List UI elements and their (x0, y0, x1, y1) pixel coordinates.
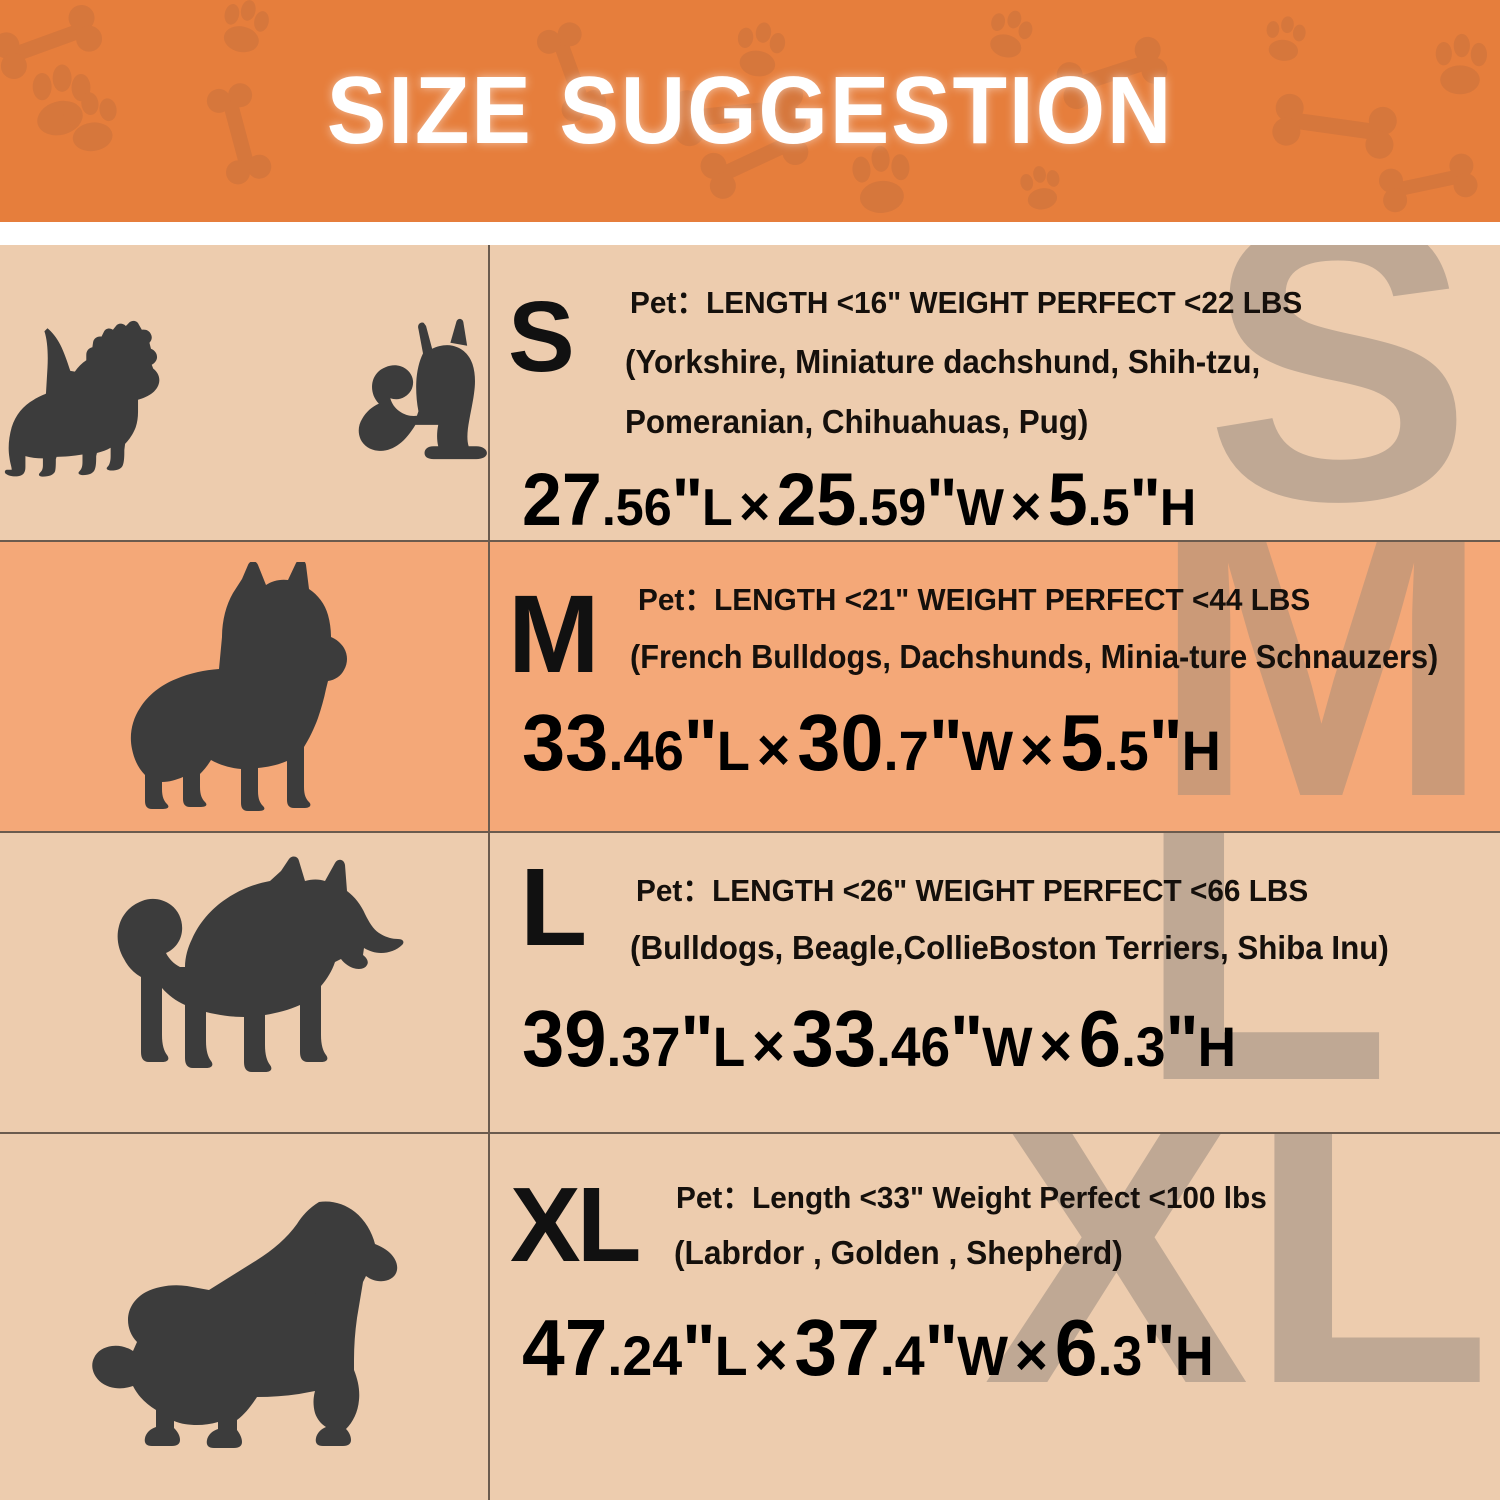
size-table: S S (0, 245, 1500, 1500)
width-unit: W (956, 478, 1004, 536)
table-row: S S (0, 245, 1500, 542)
height-value: 6 (1054, 1303, 1098, 1392)
pet-breeds-line: (Bulldogs, Beagle,CollieBoston Terriers,… (630, 929, 1389, 966)
height-unit: H (1159, 478, 1197, 536)
multiply-sign: × (754, 1321, 788, 1388)
height-value: 5 (1047, 458, 1088, 541)
length-value: 39 (522, 994, 607, 1083)
pet-breeds-line: (French Bulldogs, Dachshunds, Minia-ture… (630, 638, 1439, 675)
inch-mark: " (682, 1308, 716, 1391)
table-row: XL XL Pet：Length <33" Weight Perfect <10… (0, 1134, 1500, 1500)
length-fraction: .46 (608, 719, 684, 782)
page-title: SIZE SUGGESTION (326, 57, 1174, 164)
length-value: 33 (522, 698, 609, 787)
header-banner: SIZE SUGGESTION (0, 0, 1500, 222)
width-fraction: .46 (876, 1015, 951, 1078)
width-unit: W (982, 1015, 1033, 1078)
width-unit: W (957, 1324, 1008, 1387)
size-illustration-cell (0, 1134, 490, 1500)
height-fraction: .5 (1087, 478, 1130, 536)
height-fraction: .3 (1097, 1324, 1143, 1387)
length-value: 27 (522, 458, 602, 541)
inch-mark: " (1148, 703, 1183, 786)
french-bulldog-silhouette (130, 561, 347, 811)
width-value: 30 (797, 698, 884, 787)
inch-mark: " (1129, 464, 1161, 540)
length-value: 47 (522, 1303, 608, 1392)
multiply-sign: × (1010, 475, 1042, 537)
table-row: M M Pet：LENGTH <21" WEIGHT PERFECT <44 L… (0, 542, 1500, 833)
width-fraction: .59 (856, 478, 927, 536)
table-row: L L Pet：LENGTH <26" WEIGHT PERFECT <66 L… (0, 833, 1500, 1134)
length-fraction: .37 (606, 1015, 681, 1078)
multiply-sign: × (751, 1012, 785, 1079)
dimensions-line: 33 .46 " L × 30 .7 " W × 5 .5 " H (522, 697, 1221, 789)
height-value: 6 (1078, 994, 1122, 1083)
multiply-sign: × (739, 475, 771, 537)
dimensions-line: 27 .56 " L × 25 .59 " W × 5 .5 " H (522, 457, 1197, 541)
pet-spec-line: Pet：LENGTH <26" WEIGHT PERFECT <66 LBS (636, 873, 1309, 908)
height-value: 5 (1060, 698, 1104, 787)
size-illustration-cell (0, 245, 490, 540)
pet-spec-line: Pet：LENGTH <16" WEIGHT PERFECT <22 LBS (630, 285, 1303, 320)
small-dog-silhouette (4, 320, 160, 477)
size-info-cell: L Pet：LENGTH <26" WEIGHT PERFECT <66 LBS… (490, 833, 1500, 1132)
size-illustration-cell (0, 542, 490, 831)
multiply-sign: × (1019, 716, 1054, 783)
inch-mark: " (1142, 1308, 1176, 1391)
inch-mark: " (950, 999, 983, 1082)
size-label: S (508, 281, 575, 393)
size-info-cell: XL Pet：Length <33" Weight Perfect <100 l… (490, 1134, 1500, 1500)
width-fraction: .7 (883, 719, 929, 782)
length-fraction: .24 (607, 1324, 683, 1387)
size-info-cell: M Pet：LENGTH <21" WEIGHT PERFECT <44 LBS… (490, 542, 1500, 831)
width-fraction: .4 (879, 1324, 925, 1387)
height-fraction: .3 (1121, 1015, 1166, 1078)
multiply-sign: × (756, 716, 791, 783)
height-unit: H (1181, 719, 1221, 782)
width-unit: W (961, 719, 1014, 782)
shiba-inu-silhouette (117, 856, 404, 1072)
paw-bone-pattern (0, 0, 1487, 213)
size-label: L (520, 846, 587, 969)
size-illustration-cell (0, 833, 490, 1132)
inch-mark: " (928, 703, 963, 786)
height-fraction: .5 (1103, 719, 1149, 782)
length-unit: L (712, 1015, 746, 1078)
height-unit: H (1174, 1324, 1214, 1387)
length-unit: L (716, 719, 750, 782)
pet-spec-line: Pet：Length <33" Weight Perfect <100 lbs (676, 1180, 1267, 1215)
pet-breeds-line: Pomeranian, Chihuahuas, Pug) (625, 403, 1089, 440)
inch-mark: " (680, 999, 714, 1082)
inch-mark: " (926, 464, 957, 540)
length-fraction: .56 (601, 478, 672, 536)
size-label: XL (510, 1166, 641, 1284)
inch-mark: " (683, 703, 718, 786)
length-unit: L (702, 478, 733, 536)
cat-silhouette (359, 318, 488, 459)
dimensions-line: 39 .37 " L × 33 .46 " W × 6 .3 " H (522, 993, 1236, 1085)
inch-mark: " (924, 1308, 959, 1391)
inch-mark: " (1165, 999, 1198, 1082)
golden-retriever-silhouette (92, 1201, 398, 1448)
height-unit: H (1197, 1015, 1237, 1078)
length-unit: L (714, 1324, 748, 1387)
pet-spec-line: Pet：LENGTH <21" WEIGHT PERFECT <44 LBS (638, 582, 1311, 617)
header-divider-gap (0, 222, 1500, 245)
size-label: M (508, 573, 600, 696)
multiply-sign: × (1014, 1321, 1048, 1388)
width-value: 33 (791, 994, 877, 1083)
inch-mark: " (671, 464, 703, 540)
dimensions-line: 47 .24 " L × 37 .4 " W × 6 .3 " H (522, 1302, 1214, 1394)
size-info-cell: S Pet：LENGTH <16" WEIGHT PERFECT <22 LBS… (490, 245, 1500, 540)
pet-breeds-line: (Yorkshire, Miniature dachshund, Shih-tz… (625, 343, 1261, 380)
multiply-sign: × (1039, 1012, 1073, 1079)
width-value: 25 (776, 458, 857, 541)
width-value: 37 (794, 1303, 880, 1392)
pet-breeds-line: (Labrdor , Golden , Shepherd) (674, 1234, 1123, 1271)
